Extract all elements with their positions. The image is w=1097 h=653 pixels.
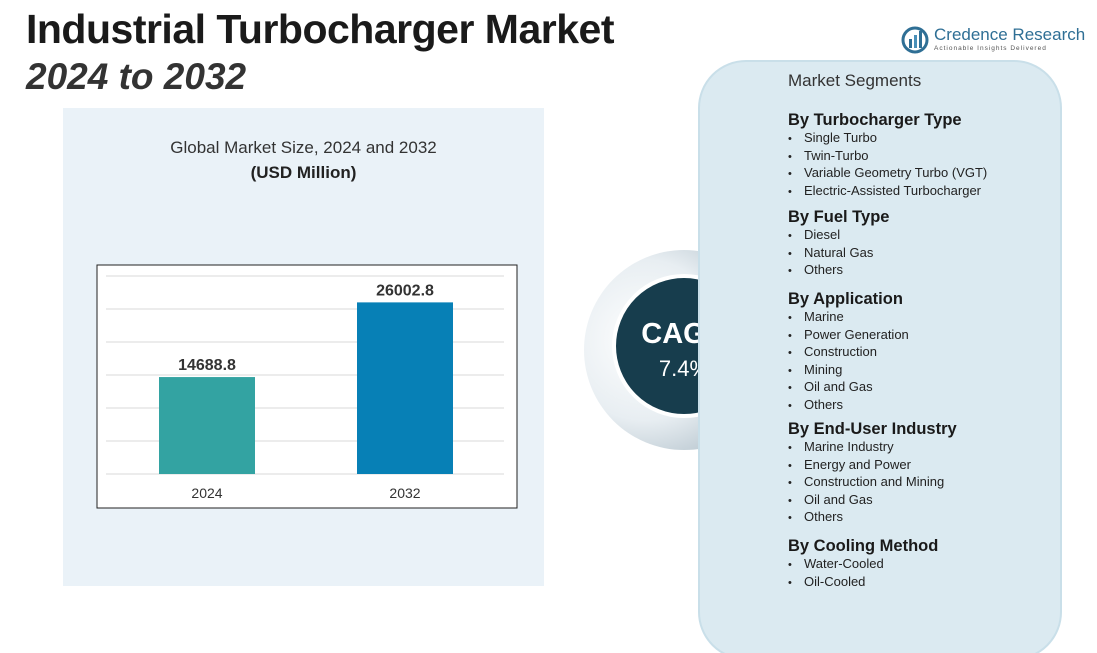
segment-item: Variable Geometry Turbo (VGT) [788,165,1058,183]
segment-title: By Fuel Type [788,208,890,226]
segment-title: By End-User Industry [788,420,957,438]
chart-panel: Global Market Size, 2024 and 2032 (USD M… [63,108,544,586]
x-tick-label: 2032 [389,485,420,501]
segment-item: Mining [788,362,1058,380]
segment-item: Marine [788,309,1058,327]
chart-unit-label: (USD Million) [250,163,357,182]
segment-item: Water-Cooled [788,556,1058,574]
segment-fuel-type: By Fuel Type Diesel Natural Gas Others [788,207,1058,280]
bar-chart: 14688.8 2024 26002.8 2032 [96,264,518,509]
segment-title: By Turbocharger Type [788,111,962,129]
bar-2032 [357,302,453,474]
segment-item: Oil and Gas [788,492,1058,510]
bars: 14688.8 2024 26002.8 2032 [159,282,453,501]
segment-item: Marine Industry [788,439,1058,457]
chart-title: Global Market Size, 2024 and 2032 [170,138,437,157]
segment-item: Others [788,262,1058,280]
x-tick-label: 2024 [191,485,222,501]
segment-item: Single Turbo [788,130,1058,148]
segment-application: By Application Marine Power Generation C… [788,289,1058,415]
segment-item: Power Generation [788,327,1058,345]
logo-name: Credence Research [934,25,1086,44]
segment-item: Construction [788,344,1058,362]
segment-item: Natural Gas [788,245,1058,263]
segment-item: Others [788,509,1058,527]
logo-icon [901,26,929,54]
segments-heading: Market Segments [788,71,922,90]
segment-cooling-method: By Cooling Method Water-Cooled Oil-Coole… [788,536,1058,591]
segment-turbocharger-type: By Turbocharger Type Single Turbo Twin-T… [788,110,1058,200]
segment-item: Others [788,397,1058,415]
segment-item: Diesel [788,227,1058,245]
bar-value-label: 26002.8 [376,282,434,299]
page-subtitle: 2024 to 2032 [26,56,247,97]
segment-item: Oil-Cooled [788,574,1058,592]
segment-item: Energy and Power [788,457,1058,475]
segment-item: Twin-Turbo [788,148,1058,166]
brand-logo: Credence Research Actionable Insights De… [900,22,1085,58]
segment-item: Construction and Mining [788,474,1058,492]
page-title: Industrial Turbocharger Market [26,6,614,52]
bar-value-label: 14688.8 [178,357,236,374]
logo-tagline: Actionable Insights Delivered [934,45,1047,52]
segment-item: Electric-Assisted Turbocharger [788,183,1058,201]
segment-item: Oil and Gas [788,379,1058,397]
bar-2024 [159,377,255,474]
segment-end-user-industry: By End-User Industry Marine Industry Ene… [788,419,1058,527]
segment-title: By Cooling Method [788,537,939,555]
segment-title: By Application [788,290,903,308]
